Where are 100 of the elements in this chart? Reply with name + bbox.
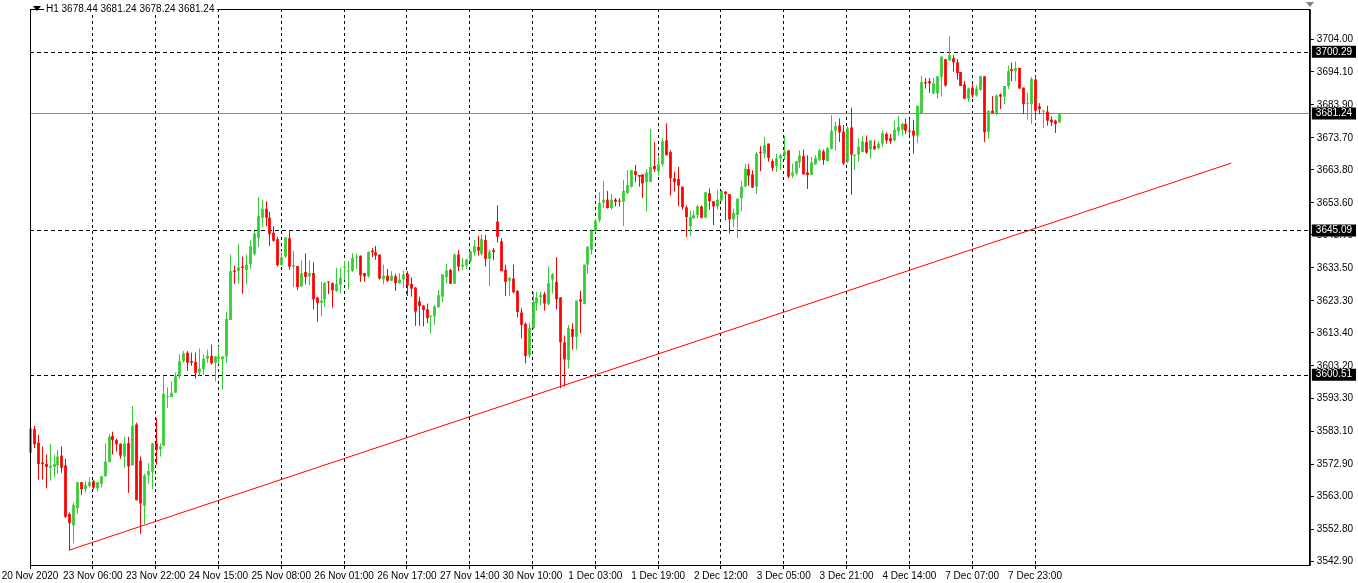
candlestick [708, 187, 711, 211]
candlestick [661, 137, 664, 168]
ref-line-label: 3700.29 [1315, 45, 1353, 57]
y-tick-label: 3563.00 [1316, 489, 1354, 501]
candlestick [783, 135, 786, 161]
candlestick [685, 204, 688, 238]
candlestick [543, 291, 546, 312]
x-tick-label: 30 Nov 10:00 [502, 569, 563, 581]
candlestick [834, 121, 837, 151]
candlestick [677, 166, 680, 207]
candlestick [806, 154, 809, 190]
candlestick [347, 260, 350, 291]
candlestick [422, 304, 425, 327]
candlestick [940, 56, 943, 98]
candlestick [1010, 61, 1013, 82]
x-tick-label: 1 Dec 03:00 [568, 569, 623, 581]
x-tick-label: 24 Nov 15:00 [188, 569, 249, 581]
candlestick [382, 264, 385, 285]
candlestick [49, 443, 52, 482]
candlestick [865, 135, 868, 155]
candlestick [987, 110, 990, 140]
y-tick-label: 3704.00 [1316, 33, 1354, 45]
candlestick [441, 273, 444, 303]
candlestick [1042, 109, 1045, 129]
candlestick [414, 286, 417, 327]
candlestick [339, 267, 342, 294]
candlestick [233, 265, 236, 285]
candlestick [547, 266, 550, 306]
candlestick [41, 446, 44, 481]
ref-line-label: 3600.51 [1315, 368, 1353, 380]
candlestick [237, 243, 240, 285]
candlestick [178, 353, 181, 380]
candlestick [563, 335, 566, 387]
candlestick [838, 117, 841, 143]
ref-line-label: 3645.09 [1315, 224, 1353, 236]
x-tick-label: 25 Nov 08:00 [251, 569, 312, 581]
candlestick [551, 272, 554, 294]
candlestick [649, 128, 652, 183]
x-tick-label: 3 Dec 21:00 [819, 569, 874, 581]
candlestick [740, 180, 743, 212]
candlestick [343, 260, 346, 281]
candlestick [292, 250, 295, 288]
y-tick-label: 3593.30 [1316, 391, 1354, 403]
candlestick [194, 352, 197, 380]
candlestick [480, 233, 483, 257]
candlestick [508, 276, 511, 297]
candlestick [1003, 85, 1006, 105]
candlestick [579, 290, 582, 334]
candlestick [1014, 60, 1017, 82]
x-tick-label: 2 Dec 12:00 [693, 569, 749, 581]
candlestick [304, 252, 307, 285]
x-tick-label: 3 Dec 05:00 [756, 569, 812, 581]
y-tick-label: 3694.10 [1316, 65, 1354, 77]
candlestick [1046, 105, 1049, 127]
candlestick [300, 259, 303, 288]
y-tick-label: 3542.90 [1316, 554, 1354, 566]
x-tick-label: 26 Nov 17:00 [377, 569, 438, 581]
candlestick [351, 252, 354, 273]
candlestick [571, 322, 574, 350]
x-tick-label: 1 Dec 19:00 [631, 569, 686, 581]
candlestick [284, 236, 287, 259]
candlestick [759, 145, 762, 172]
x-tick-label: 26 Nov 01:00 [314, 569, 375, 581]
candlestick [359, 255, 362, 283]
candlestick [202, 353, 205, 376]
candlestick [912, 119, 915, 155]
x-tick-label: 23 Nov 06:00 [63, 569, 123, 581]
candlestick [210, 344, 213, 365]
candlestick [948, 35, 951, 61]
candlestick [645, 168, 648, 212]
candlestick [496, 204, 499, 244]
candlestick [673, 171, 676, 193]
ref-line-label: 3681.24 [1315, 107, 1353, 119]
candlestick [111, 431, 114, 456]
candlestick [186, 350, 189, 372]
candlestick [296, 265, 299, 291]
x-tick-label: 7 Dec 07:00 [945, 569, 1000, 581]
y-tick-label: 3583.10 [1316, 424, 1354, 436]
x-tick-label: 20 Nov 2020 [1, 569, 59, 581]
x-tick-label: 7 Dec 23:00 [1008, 569, 1063, 581]
candlestick [897, 115, 900, 137]
y-tick-label: 3673.70 [1316, 131, 1354, 143]
candlestick [747, 163, 750, 187]
candlestick [335, 267, 338, 293]
candlestick [477, 235, 480, 257]
candlestick [331, 281, 334, 309]
candlestick [744, 163, 747, 188]
candlestick [457, 249, 460, 272]
candlestick [995, 93, 998, 116]
candlestick [712, 200, 715, 226]
candlestick [893, 120, 896, 142]
candlestick [653, 141, 656, 173]
candlestick [53, 454, 56, 478]
candlestick [775, 153, 778, 173]
candlestick [320, 281, 323, 317]
candlestick [598, 191, 601, 224]
candlestick [426, 303, 429, 324]
y-tick-label: 3572.90 [1316, 457, 1354, 469]
candlestick [488, 248, 491, 287]
candlestick [657, 156, 660, 177]
